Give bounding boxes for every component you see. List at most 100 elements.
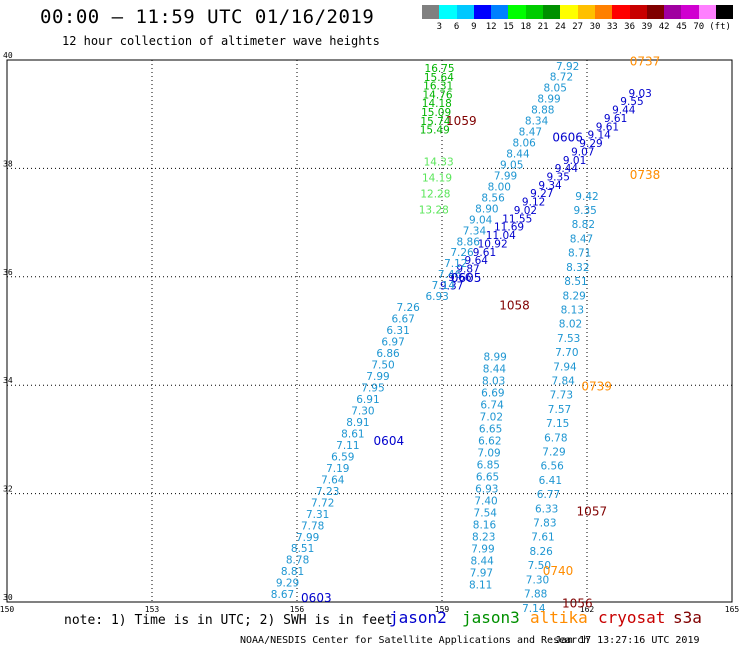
swh-value: 8.99 (483, 351, 506, 363)
swh-value: 7.30 (526, 574, 549, 586)
swh-value: 9.87 (456, 264, 479, 276)
swh-value: 8.44 (483, 363, 507, 375)
swh-value: 7.54 (474, 507, 498, 519)
legend-swatch (681, 5, 699, 19)
swh-value: 8.99 (537, 94, 560, 106)
satellite-altika: altika (530, 608, 588, 627)
satellite-cryosat: cryosat (598, 608, 666, 627)
swh-value: 8.34 (525, 116, 549, 128)
swh-value: 9.05 (500, 159, 523, 171)
swh-value: 8.11 (469, 579, 492, 591)
swh-value: 8.29 (562, 290, 585, 302)
swh-value: 9.55 (620, 96, 643, 108)
swh-value: 8.47 (519, 127, 542, 139)
legend-swatch (439, 5, 457, 19)
plot-frame (6, 59, 733, 603)
swh-value: 7.46 (438, 269, 462, 281)
swh-value: 9.64 (465, 255, 489, 267)
swh-value: 6.31 (386, 325, 409, 337)
swh-value: 7.09 (477, 447, 500, 459)
legend-swatch (473, 5, 492, 19)
swh-value: 9.61 (473, 247, 496, 259)
swh-value: 7.14 (522, 603, 546, 615)
swh-value: 8.51 (564, 276, 587, 288)
legend-swatch (508, 5, 526, 19)
swh-value: 7.84 (551, 375, 575, 387)
legend-label: 30 (589, 22, 601, 32)
legend-label: 70 (693, 22, 705, 32)
swh-value: 7.50 (528, 560, 551, 572)
x-tick-label: 162 (580, 605, 595, 614)
swh-value: 9.29 (579, 138, 602, 150)
swh-value: 7.40 (474, 495, 497, 507)
pass-time-label: 0604 (374, 434, 405, 448)
swh-value: 7.34 (463, 225, 487, 237)
swh-value: 7.83 (533, 518, 556, 530)
swh-value: 9.37 (440, 280, 463, 292)
pass-time-label: 1059 (446, 114, 477, 128)
swh-value: 9.44 (555, 163, 579, 175)
legend-swatch (543, 5, 561, 19)
swh-value: 7.94 (553, 361, 577, 373)
pass-time-label: 0740 (543, 564, 574, 578)
swh-value: 8.91 (346, 417, 369, 429)
y-tick-label: 30 (3, 593, 13, 602)
swh-value: 7.78 (301, 520, 324, 532)
legend-swatch (612, 5, 630, 19)
pass-time-label: 1058 (499, 298, 530, 312)
pass-time-label: 0603 (301, 591, 332, 605)
swh-value: 7.26 (450, 247, 474, 259)
swh-value: 6.86 (376, 348, 400, 360)
color-legend-labels: 3 6 9 12 15 18 21 24 27 30 33 36 39 42 45 70 (ft) (422, 22, 740, 34)
legend-swatch (664, 5, 682, 19)
swh-value: 7.99 (494, 170, 517, 182)
swh-value: 7.19 (326, 463, 349, 475)
swh-value: 7.50 (371, 359, 394, 371)
swh-value: 7.99 (296, 532, 319, 544)
swh-value: 7.99 (471, 543, 494, 555)
swh-value: 6.56 (540, 461, 564, 473)
pass-time-label: 0605 (451, 271, 482, 285)
swh-value: 6.62 (478, 435, 501, 447)
swh-value: 7.88 (524, 589, 547, 601)
swh-value: 7.26 (396, 302, 420, 314)
swh-value: 6.33 (535, 503, 558, 515)
legend-label: 39 (641, 22, 653, 32)
legend-swatch (594, 5, 613, 19)
y-tick-label: 38 (3, 159, 13, 168)
swh-value: 16.75 (425, 63, 455, 75)
page-title: 00:00 – 11:59 UTC 01/16/2019 (40, 6, 375, 28)
pass-time-label: 0738 (630, 168, 661, 182)
legend-swatch (716, 5, 734, 19)
swh-value: 14.19 (422, 173, 452, 185)
pass-time-label: 1056 (562, 596, 593, 610)
color-legend (422, 5, 734, 19)
legend-label: 3 (436, 22, 443, 32)
swh-value: 16.31 (423, 81, 453, 93)
swh-value: 7.92 (556, 61, 579, 73)
swh-value: 9.61 (596, 121, 619, 133)
swh-value: 9.14 (587, 130, 611, 142)
swh-value: 9.01 (563, 155, 586, 167)
x-tick-label: 165 (725, 605, 740, 614)
legend-swatch (456, 5, 474, 19)
swh-value: 9.42 (575, 191, 598, 203)
swh-value: 9.03 (628, 88, 651, 100)
swh-value: 8.26 (529, 546, 553, 558)
note-text: note: 1) Time is in UTC; 2) SWH is in fe… (64, 613, 393, 628)
swh-value: 8.05 (544, 83, 567, 95)
swh-value: 7.15 (546, 418, 569, 430)
swh-value: 9.44 (612, 105, 636, 117)
swh-value: 6.65 (479, 423, 502, 435)
swh-value: 8.88 (531, 105, 554, 117)
swh-value: 8.23 (472, 531, 495, 543)
swh-value: 6.78 (544, 432, 567, 444)
swh-value: 7.23 (316, 486, 339, 498)
swh-value: 15.09 (421, 107, 451, 119)
swh-value: 8.51 (291, 543, 314, 555)
swh-value: 6.74 (480, 399, 504, 411)
swh-value: 7.02 (480, 411, 503, 423)
legend-label: 36 (624, 22, 636, 32)
swh-value: 7.72 (311, 497, 334, 509)
